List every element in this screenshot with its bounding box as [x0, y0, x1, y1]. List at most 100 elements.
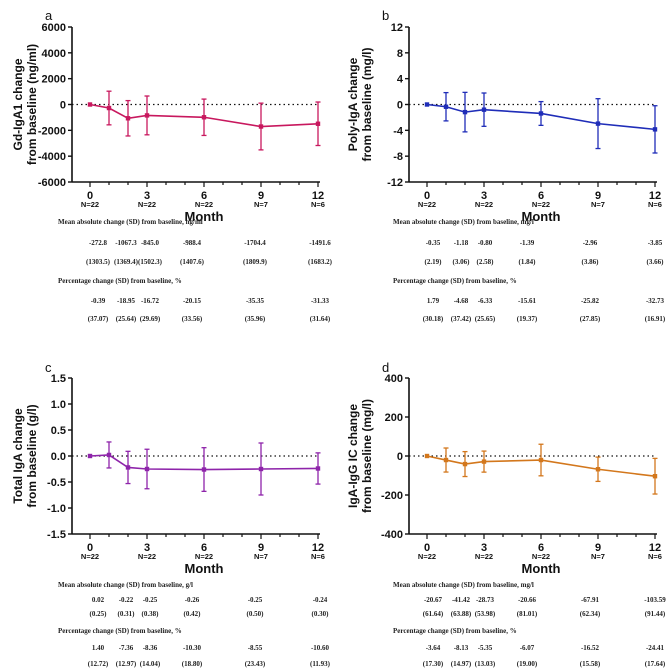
x-tick-label: 12 — [649, 542, 661, 554]
y-tick-label: 0 — [397, 100, 403, 112]
y-tick-label: -4 — [393, 125, 404, 137]
mean-point — [595, 121, 601, 126]
x-tick-label: 9 — [258, 542, 264, 554]
table-cell-pct-values: -32.73 — [646, 297, 665, 305]
table-cell-abs-sd: (1369.4) — [114, 258, 139, 266]
mean-point — [538, 457, 544, 463]
mean-point — [201, 467, 207, 472]
panel-label: d — [382, 360, 389, 375]
table-cell-pct-sd: (16.91) — [645, 315, 666, 323]
y-axis-label: from baseline (ng/ml) — [25, 44, 39, 165]
y-tick-label: 4000 — [42, 48, 66, 60]
y-tick-label: -1.0 — [47, 503, 66, 515]
table-cell-pct-sd: (37.42) — [451, 315, 472, 323]
table-cell-abs-values: -0.80 — [478, 239, 493, 247]
table-cell-pct-sd: (27.85) — [580, 315, 601, 323]
table-cell-pct-values: 1.79 — [427, 297, 440, 305]
table-cell-pct-values: -4.68 — [454, 297, 469, 305]
x-tick-label: 3 — [481, 542, 487, 554]
y-tick-label: -400 — [381, 529, 403, 541]
mean-point — [106, 105, 112, 111]
mean-point — [652, 127, 658, 132]
table-cell-abs-values: -2.96 — [583, 239, 598, 247]
mean-point — [481, 107, 487, 112]
table-cell-abs-values: -3.85 — [648, 239, 663, 247]
x-tick-label: 6 — [538, 542, 544, 554]
table-cell-abs-sd: (61.64) — [423, 610, 444, 618]
abs-change-header: Mean absolute change (SD) from baseline,… — [58, 581, 193, 589]
x-tick-label: 0 — [424, 190, 430, 202]
table-cell-pct-sd: (29.69) — [140, 315, 161, 323]
y-axis-label: Poly-IgA change — [346, 57, 360, 151]
table-cell-abs-sd: (3.66) — [647, 258, 665, 266]
table-cell-pct-sd: (19.00) — [517, 660, 538, 668]
table-cell-pct-values: -35.35 — [246, 297, 265, 305]
mean-point — [315, 121, 321, 126]
y-tick-label: -200 — [381, 490, 403, 502]
table-cell-pct-values: -16.52 — [581, 644, 600, 652]
table-cell-abs-values: -845.0 — [141, 239, 160, 247]
y-tick-label: -1.5 — [47, 529, 66, 541]
table-cell-abs-sd: (53.98) — [475, 610, 496, 618]
table-cell-abs-sd: (0.42) — [184, 610, 202, 618]
table-cell-abs-sd: (0.31) — [118, 610, 136, 618]
y-tick-label: -6000 — [38, 177, 66, 189]
table-cell-pct-values: -10.60 — [311, 644, 330, 652]
table-cell-pct-sd: (30.18) — [423, 315, 444, 323]
x-tick-label: 0 — [424, 542, 430, 554]
table-cell-pct-values: -16.72 — [141, 297, 160, 305]
table-cell-pct-sd: (14.04) — [140, 660, 161, 668]
abs-change-header: Mean absolute change (SD) from baseline,… — [58, 218, 203, 226]
x-tick-label: 9 — [258, 190, 264, 202]
x-axis-label: Month — [522, 209, 561, 224]
table-cell-pct-values: -20.15 — [183, 297, 202, 305]
y-tick-label: -4000 — [38, 151, 66, 163]
abs-change-header: Mean absolute change (SD) from baseline,… — [393, 218, 534, 226]
pct-change-header: Percentage change (SD) from baseline, % — [58, 277, 182, 285]
mean-point — [538, 111, 544, 116]
table-cell-abs-values: -41.42 — [452, 596, 471, 604]
table-cell-pct-sd: (23.43) — [245, 660, 266, 668]
table-cell-pct-sd: (12.72) — [88, 660, 109, 668]
x-tick-label: 9 — [595, 190, 601, 202]
table-cell-pct-values: -3.64 — [426, 644, 441, 652]
n-label: N=22 — [138, 552, 156, 561]
x-tick-label: 0 — [87, 190, 93, 202]
x-axis-label: Month — [185, 561, 224, 576]
n-label: N=7 — [254, 200, 268, 209]
n-label: N=6 — [311, 552, 325, 561]
table-cell-pct-sd: (14.97) — [451, 660, 472, 668]
x-tick-label: 6 — [201, 190, 207, 202]
n-label: N=6 — [311, 200, 325, 209]
table-cell-abs-sd: (91.44) — [645, 610, 666, 618]
table-cell-pct-sd: (13.03) — [475, 660, 496, 668]
table-cell-abs-sd: (1.84) — [519, 258, 537, 266]
mean-point — [258, 466, 264, 472]
table-cell-pct-values: -8.13 — [454, 644, 469, 652]
mean-point — [462, 109, 468, 115]
mean-point — [315, 466, 321, 471]
n-label: N=22 — [195, 200, 213, 209]
y-axis-label: from baseline (g/l) — [25, 404, 39, 507]
y-tick-label: 4 — [397, 74, 404, 86]
mean-point — [106, 452, 112, 458]
panel-label: c — [45, 360, 52, 375]
y-tick-label: 400 — [385, 373, 403, 385]
y-tick-label: 12 — [391, 22, 403, 34]
y-axis-label: from baseline (mg/l) — [360, 399, 374, 513]
table-cell-abs-sd: (3.06) — [453, 258, 471, 266]
table-cell-pct-sd: (12.97) — [116, 660, 137, 668]
panel-b: b Poly-IgA change from baseline (mg/l) -12 -… — [346, 8, 666, 323]
x-axis-label: Month — [185, 209, 224, 224]
table-cell-abs-values: -1491.6 — [309, 239, 331, 247]
mean-point — [595, 467, 601, 472]
y-tick-label: 0.5 — [51, 425, 66, 437]
table-cell-abs-sd: (1809.9) — [243, 258, 268, 266]
table-cell-abs-values: -28.73 — [476, 596, 495, 604]
mean-point — [144, 466, 150, 472]
x-tick-label: 6 — [201, 542, 207, 554]
table-cell-pct-values: -18.95 — [117, 297, 136, 305]
n-label: N=22 — [81, 552, 99, 561]
x-tick-label: 9 — [595, 542, 601, 554]
